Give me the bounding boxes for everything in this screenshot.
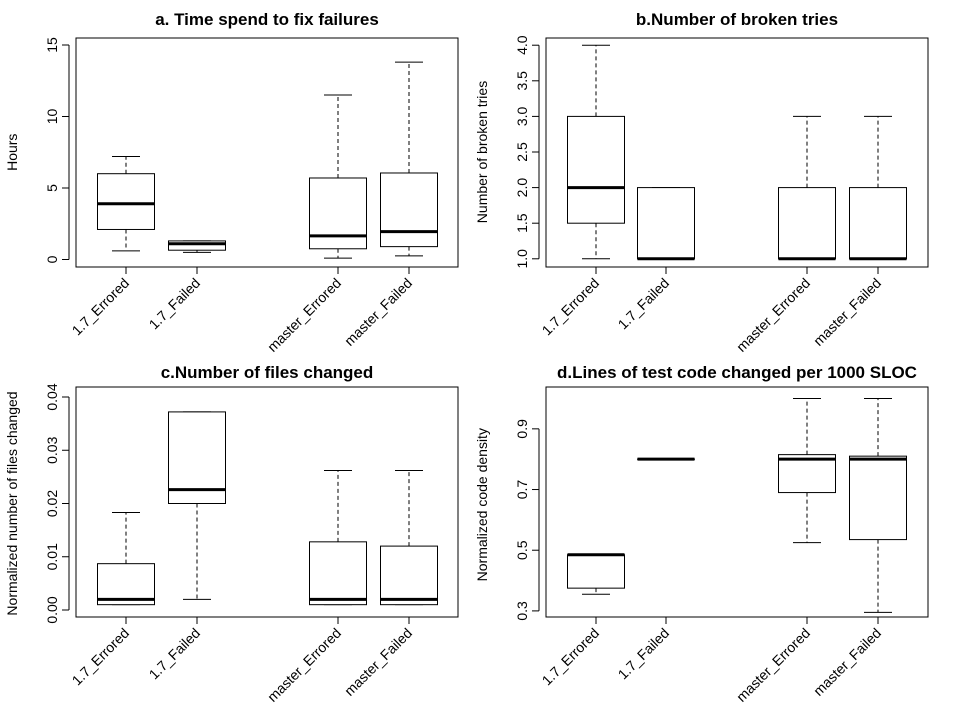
y-tick-label: 0.5 [514,540,530,560]
x-tick-label: 1.7_Failed [146,625,204,683]
x-tick-label: 1.7_Errored [69,275,133,339]
y-tick-label: 0.00 [44,596,60,623]
y-tick-label: 5 [44,184,60,192]
panel-d: d.Lines of test code changed per 1000 SL… [474,363,929,705]
box-1.7_Failed [168,411,226,600]
y-tick-label: 0.3 [514,601,530,621]
plot-frame [75,386,459,618]
y-axis-label: Hours [4,134,20,171]
box-master_Failed [380,61,438,257]
x-tick-label: 1.7_Errored [69,625,133,689]
box-iqr [849,455,907,541]
y-axis-label: Normalized code density [474,428,490,581]
x-tick-label: master_Errored [733,275,813,355]
y-tick-label: 3.5 [514,71,530,91]
x-tick-label: master_Errored [733,625,813,705]
y-tick-label: 2.0 [514,178,530,198]
y-tick-label: 2.5 [514,142,530,162]
box-1.7_Errored [567,553,625,595]
x-tick-label: 1.7_Failed [615,275,673,333]
box-iqr [778,187,836,260]
y-tick-label: 15 [44,37,60,53]
y-tick-label: 0.02 [44,490,60,517]
y-tick-label: 0 [44,255,60,263]
box-1.7_Errored [97,512,155,606]
box-1.7_Errored [567,44,625,260]
y-tick-label: 0.01 [44,543,60,570]
box-master_Errored [778,115,836,261]
box-iqr [380,172,438,248]
box-master_Errored [309,469,367,606]
panel-a: a. Time spend to fix failures Hours 0 5 10 15… [4,10,459,355]
box-iqr [778,454,836,494]
y-axis-label: Number of broken tries [474,81,490,223]
box-master_Errored [309,94,367,259]
box-iqr [567,115,625,224]
box-iqr [380,545,438,606]
box-iqr [97,563,155,606]
chart-title: b.Number of broken tries [636,10,838,29]
x-tick-label: 1.7_Errored [539,625,603,689]
panel-c: c.Number of files changed Normalized numb… [4,363,459,705]
y-tick-label: 0.9 [514,419,530,439]
box-iqr [97,173,155,230]
x-tick-label: 1.7_Failed [146,275,204,333]
chart-title: a. Time spend to fix failures [155,10,379,29]
y-tick-label: 0.7 [514,480,530,500]
box-iqr [637,187,695,260]
plot-frame [545,37,929,268]
x-tick-label: master_Failed [341,275,415,349]
box-master_Failed [849,115,907,261]
box-iqr [168,240,226,251]
y-tick-label: 3.0 [514,106,530,126]
x-tick-label: 1.7_Errored [539,275,603,339]
x-tick-label: master_Errored [264,275,344,355]
x-tick-label: master_Failed [341,625,415,699]
box-master_Errored [778,398,836,544]
y-tick-label: 1.5 [514,213,530,233]
x-tick-label: 1.7_Failed [615,625,673,683]
box-1.7_Failed [637,187,695,261]
box-iqr [309,177,367,250]
y-tick-label: 1.0 [514,249,530,269]
plot-frame [75,37,459,268]
box-iqr [309,541,367,606]
panel-b: b.Number of broken tries Number of broken… [474,10,929,355]
box-master_Failed [849,398,907,613]
x-tick-label: master_Failed [810,625,884,699]
box-iqr [567,554,625,589]
plot-frame [545,386,929,618]
y-tick-label: 10 [44,109,60,125]
x-tick-label: master_Errored [264,625,344,705]
y-axis-label: Normalized number of files changed [4,391,20,615]
box-master_Failed [380,469,438,606]
y-tick-label: 4.0 [514,35,530,55]
chart-title: c.Number of files changed [161,363,374,382]
y-tick-label: 0.03 [44,436,60,463]
chart-title: d.Lines of test code changed per 1000 SL… [557,363,917,382]
box-1.7_Failed [168,240,226,253]
box-iqr [849,187,907,260]
box-1.7_Errored [97,156,155,252]
x-tick-label: master_Failed [810,275,884,349]
y-tick-label: 0.04 [44,383,60,410]
